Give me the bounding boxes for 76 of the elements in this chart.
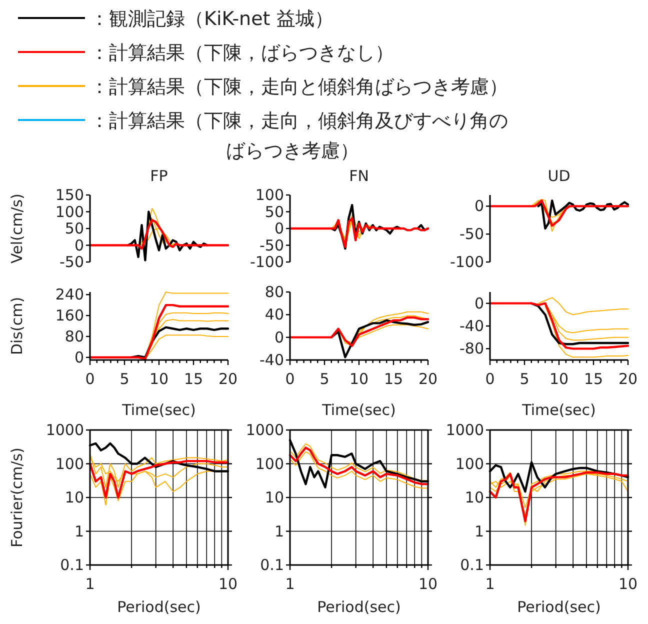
x-axis-title: Period(sec) [117,598,201,616]
y-tick-label: 0.1 [260,556,284,574]
x-axis-title: Time(sec) [521,401,596,419]
x-tick-label: 15 [584,370,604,388]
y-tick-label: 100 [55,454,84,473]
x-axis-title: Period(sec) [517,598,601,616]
x-tick-label: 10 [218,575,238,593]
x-tick-label: 20 [218,370,238,388]
x-tick-label: 10 [549,370,569,388]
legend-label: ：計算結果（下陳，走向，傾斜角及びすべり角のばらつき考慮） [90,110,508,162]
y-tick-label: 0 [274,328,284,346]
x-axis-title: Period(sec) [317,598,401,616]
x-tick-label: 5 [520,370,530,388]
x-tick-label: 5 [120,370,130,388]
chart-title: FN [349,167,369,185]
x-tick-label: 15 [184,370,204,388]
y-tick-label: 0 [474,197,484,216]
y-tick-label: 1000 [246,421,284,439]
y-axis-title: Vel(cm/s) [8,194,26,264]
x-tick-label: 1 [485,575,495,593]
y-tick-label: -100 [450,253,484,271]
legend-label: ：観測記録（KiK-net 益城） [90,8,334,30]
chart-title: UD [548,167,570,185]
x-tick-label: 0 [85,370,95,388]
y-tick-label: 10 [264,488,284,506]
x-tick-label: 10 [349,370,369,388]
y-tick-label: 1 [274,522,284,540]
y-tick-label: 0 [274,220,284,238]
y-tick-label: 100 [255,454,284,473]
y-tick-label: 0.1 [60,556,84,574]
x-axis-title: Time(sec) [321,401,396,419]
y-tick-label: 0 [74,236,84,254]
y-tick-label: -50 [460,225,484,244]
x-tick-label: 20 [618,370,638,388]
x-axis-title: Time(sec) [121,401,196,419]
y-tick-label: -40 [260,351,284,369]
y-tick-label: 10 [464,488,484,506]
y-tick-label: 80 [264,283,284,301]
y-tick-label: 80 [64,327,84,346]
legend-label: ：計算結果（下陳，ばらつきなし） [90,42,394,64]
y-tick-label: 40 [264,306,284,324]
y-tick-label: 1000 [46,421,84,439]
y-tick-label: 1000 [446,421,484,439]
y-tick-label: -50 [260,236,284,254]
x-tick-label: 1 [285,575,295,593]
y-tick-label: -40 [460,317,484,335]
x-tick-label: 1 [85,575,95,593]
x-tick-label: 5 [320,370,330,388]
y-tick-label: 0 [74,348,84,366]
y-tick-label: 1 [74,522,84,540]
y-tick-label: 100 [455,454,484,473]
chart-title: FP [150,167,168,185]
y-tick-label: 100 [255,186,284,204]
y-tick-label: 150 [55,186,84,204]
y-tick-label: 1 [474,522,484,540]
x-tick-label: 10 [418,575,438,593]
y-tick-label: 100 [55,202,84,221]
y-tick-label: -50 [60,253,84,271]
y-axis-title: Fourier(cm/s) [8,448,26,548]
x-tick-label: 0 [485,370,495,388]
y-tick-label: -100 [250,253,284,271]
y-tick-label: -80 [460,340,484,358]
y-tick-label: 160 [55,306,84,325]
x-tick-label: 20 [418,370,438,388]
y-tick-label: 50 [64,220,84,238]
x-tick-label: 15 [384,370,404,388]
x-tick-label: 10 [618,575,638,593]
legend-label: ：計算結果（下陳，走向と傾斜角ばらつき考慮） [90,76,508,98]
x-tick-label: 0 [285,370,295,388]
y-tick-label: 240 [55,286,84,304]
y-axis-title: Dis(cm) [8,296,26,356]
x-tick-label: 10 [149,370,169,388]
y-tick-label: 10 [64,488,84,506]
y-tick-label: 50 [264,202,284,221]
y-tick-label: 0.1 [460,556,484,574]
y-tick-label: 0 [474,294,484,312]
